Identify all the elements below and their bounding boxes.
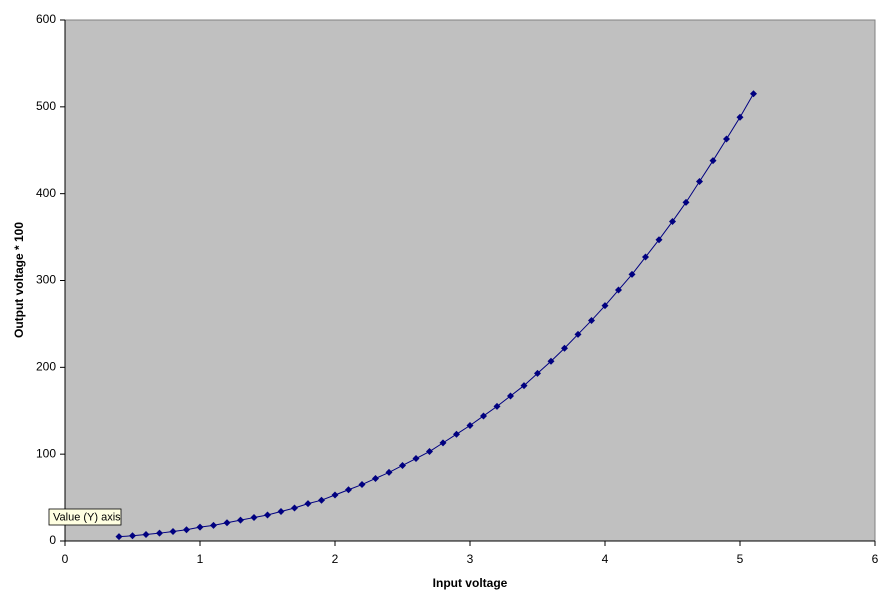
data-point bbox=[129, 532, 136, 540]
x-axis-title: Input voltage bbox=[433, 576, 508, 590]
data-point bbox=[682, 198, 690, 206]
plot-area bbox=[64, 19, 876, 542]
data-point bbox=[385, 468, 393, 476]
data-point bbox=[547, 357, 555, 365]
data-point bbox=[439, 439, 447, 447]
x-tick-label: 6 bbox=[872, 552, 879, 566]
data-point bbox=[466, 422, 474, 430]
data-point bbox=[642, 253, 649, 261]
data-point bbox=[709, 157, 717, 165]
data-point bbox=[210, 521, 217, 529]
data-point bbox=[156, 529, 163, 537]
data-point bbox=[561, 344, 568, 352]
y-tick-label: 500 bbox=[36, 99, 56, 113]
data-point bbox=[372, 474, 379, 482]
data-point bbox=[331, 491, 339, 499]
data-point bbox=[291, 504, 298, 512]
data-point bbox=[412, 455, 420, 463]
data-point bbox=[655, 236, 663, 244]
data-point bbox=[615, 286, 622, 294]
data-point bbox=[750, 90, 757, 98]
x-tick-label: 0 bbox=[62, 552, 69, 566]
data-point bbox=[169, 527, 177, 535]
data-point bbox=[588, 316, 595, 324]
x-tick-label: 1 bbox=[197, 552, 204, 566]
y-axis-title: Output voltage * 100 bbox=[12, 222, 26, 338]
x-tick-label: 4 bbox=[602, 552, 609, 566]
data-point bbox=[304, 500, 312, 508]
y-tick-label: 300 bbox=[36, 273, 56, 287]
data-point bbox=[142, 530, 150, 538]
data-point bbox=[399, 461, 406, 469]
y-tick-label: 200 bbox=[36, 360, 56, 374]
data-point bbox=[237, 516, 244, 524]
y-tick-label: 100 bbox=[36, 446, 56, 460]
data-point bbox=[426, 448, 433, 456]
data-point bbox=[223, 519, 231, 527]
data-point bbox=[723, 135, 730, 143]
data-point bbox=[736, 113, 744, 121]
data-point bbox=[628, 270, 636, 278]
data-point bbox=[115, 533, 123, 541]
x-tick-label: 3 bbox=[467, 552, 474, 566]
data-point bbox=[534, 369, 541, 377]
data-point bbox=[358, 481, 366, 489]
x-tick-label: 2 bbox=[332, 552, 339, 566]
data-point bbox=[453, 430, 460, 438]
data-point bbox=[250, 514, 258, 522]
data-point bbox=[507, 392, 514, 400]
y-tick-label: 0 bbox=[49, 533, 56, 547]
y-tick-label: 400 bbox=[36, 186, 56, 200]
tooltip: Value (Y) axis bbox=[48, 508, 122, 526]
data-point bbox=[696, 178, 703, 186]
data-point bbox=[264, 511, 271, 519]
data-point bbox=[480, 412, 487, 420]
data-point bbox=[574, 330, 582, 338]
tooltip-box bbox=[48, 508, 122, 526]
data-point bbox=[318, 496, 325, 504]
data-point bbox=[601, 302, 609, 310]
data-point bbox=[669, 217, 676, 225]
data-point bbox=[345, 486, 352, 494]
data-point bbox=[196, 523, 204, 531]
x-tick-label: 5 bbox=[737, 552, 744, 566]
data-point bbox=[493, 402, 501, 410]
y-tick-label: 600 bbox=[36, 12, 56, 26]
data-point bbox=[520, 382, 528, 390]
tooltip-text: Value (Y) axis bbox=[53, 511, 121, 523]
data-point bbox=[183, 526, 190, 534]
data-point bbox=[277, 507, 285, 515]
